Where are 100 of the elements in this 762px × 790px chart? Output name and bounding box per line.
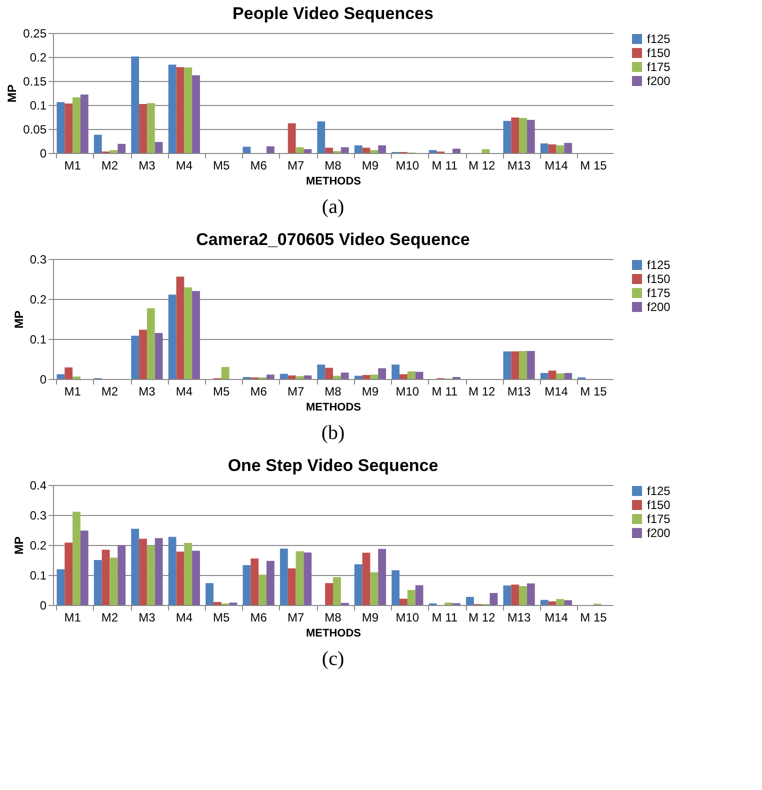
bar xyxy=(288,568,296,605)
y-tick-label: 0 xyxy=(40,146,47,160)
bar xyxy=(131,56,140,153)
y-tick-label: 0 xyxy=(40,372,47,386)
x-tick-label: M2 xyxy=(101,384,118,398)
x-tick-label: M8 xyxy=(324,610,342,624)
y-axis-title: MP xyxy=(12,310,26,328)
x-axis-title: METHODS xyxy=(306,402,361,414)
y-axis-title: MP xyxy=(12,536,26,554)
bar xyxy=(556,373,564,379)
legend-label: f125 xyxy=(647,484,671,498)
bar xyxy=(333,577,341,605)
bar xyxy=(250,558,259,605)
bar xyxy=(206,583,214,605)
bar xyxy=(184,287,192,379)
x-tick-label: M10 xyxy=(396,384,420,398)
bar xyxy=(490,593,498,605)
x-tick-label: M14 xyxy=(544,610,568,624)
bar xyxy=(288,123,296,153)
bar xyxy=(102,550,110,605)
y-tick-label: 0.2 xyxy=(30,538,47,552)
bar xyxy=(184,542,192,605)
legend-label: f125 xyxy=(647,258,671,272)
bar xyxy=(556,145,564,153)
bar xyxy=(354,145,362,153)
x-tick-label: M2 xyxy=(101,158,118,172)
bar xyxy=(64,104,73,153)
bar xyxy=(176,552,184,605)
bar xyxy=(415,372,424,379)
x-tick-label: M3 xyxy=(138,384,156,398)
y-tick-label: 0.3 xyxy=(30,508,47,522)
bar xyxy=(266,146,274,153)
bar xyxy=(72,512,80,605)
bar xyxy=(503,586,512,605)
bar xyxy=(519,351,527,379)
bar xyxy=(354,376,362,379)
bar xyxy=(176,67,184,153)
bar xyxy=(556,599,564,605)
bar xyxy=(519,118,527,153)
bar xyxy=(304,149,312,153)
x-tick-label: M 15 xyxy=(580,158,608,172)
bar xyxy=(296,376,304,379)
bar xyxy=(362,552,370,605)
bar xyxy=(540,143,548,153)
bar xyxy=(400,374,408,379)
bar xyxy=(548,144,556,153)
bar xyxy=(296,551,304,605)
bar xyxy=(548,601,556,605)
chart-title: People Video Sequences xyxy=(232,4,434,23)
bar xyxy=(168,64,176,153)
x-tick-label: M5 xyxy=(213,610,230,624)
x-axis-title: METHODS xyxy=(306,628,361,640)
bar xyxy=(370,374,378,379)
x-tick-label: M8 xyxy=(324,158,342,172)
bar xyxy=(168,294,176,379)
bar xyxy=(407,590,416,605)
y-axis-title: MP xyxy=(5,84,20,102)
x-tick-label: M13 xyxy=(507,158,532,172)
x-tick-label: M1 xyxy=(64,384,82,398)
bar xyxy=(192,75,200,153)
bar xyxy=(242,565,251,605)
bar xyxy=(392,570,400,605)
legend-label: f150 xyxy=(647,46,671,60)
y-tick-label: 0.2 xyxy=(30,292,47,306)
y-tick-label: 0.2 xyxy=(30,50,47,64)
bar xyxy=(503,351,512,379)
y-tick-label: 0.15 xyxy=(23,74,47,88)
x-tick-label: M 11 xyxy=(432,158,458,172)
bar xyxy=(503,120,512,153)
bar xyxy=(540,600,548,605)
bar xyxy=(428,150,437,153)
bar xyxy=(131,528,140,605)
bar xyxy=(80,530,88,605)
bar xyxy=(280,548,288,605)
bar xyxy=(146,103,155,153)
bar xyxy=(168,536,176,605)
x-tick-label: M1 xyxy=(64,158,82,172)
bar xyxy=(415,585,424,605)
x-tick-label: M8 xyxy=(324,384,342,398)
x-tick-label: M 12 xyxy=(468,158,496,172)
x-tick-label: M 11 xyxy=(432,610,458,624)
bar xyxy=(370,572,378,605)
bar xyxy=(131,336,140,379)
bar xyxy=(118,545,126,605)
y-tick-label: 0.4 xyxy=(30,478,47,492)
bar xyxy=(266,374,274,379)
bar xyxy=(213,602,222,605)
y-tick-label: 0.05 xyxy=(23,122,47,136)
bar xyxy=(370,150,378,153)
bar xyxy=(362,375,370,379)
bar xyxy=(317,364,326,379)
chart-title: Camera2_070605 Video Sequence xyxy=(196,230,470,249)
bar xyxy=(242,146,251,153)
bar xyxy=(325,368,333,379)
bar xyxy=(378,548,386,605)
bar xyxy=(110,558,118,605)
bar xyxy=(192,291,200,379)
x-tick-label: M9 xyxy=(362,158,379,172)
legend-label: f200 xyxy=(647,74,671,88)
x-tick-label: M3 xyxy=(138,610,156,624)
